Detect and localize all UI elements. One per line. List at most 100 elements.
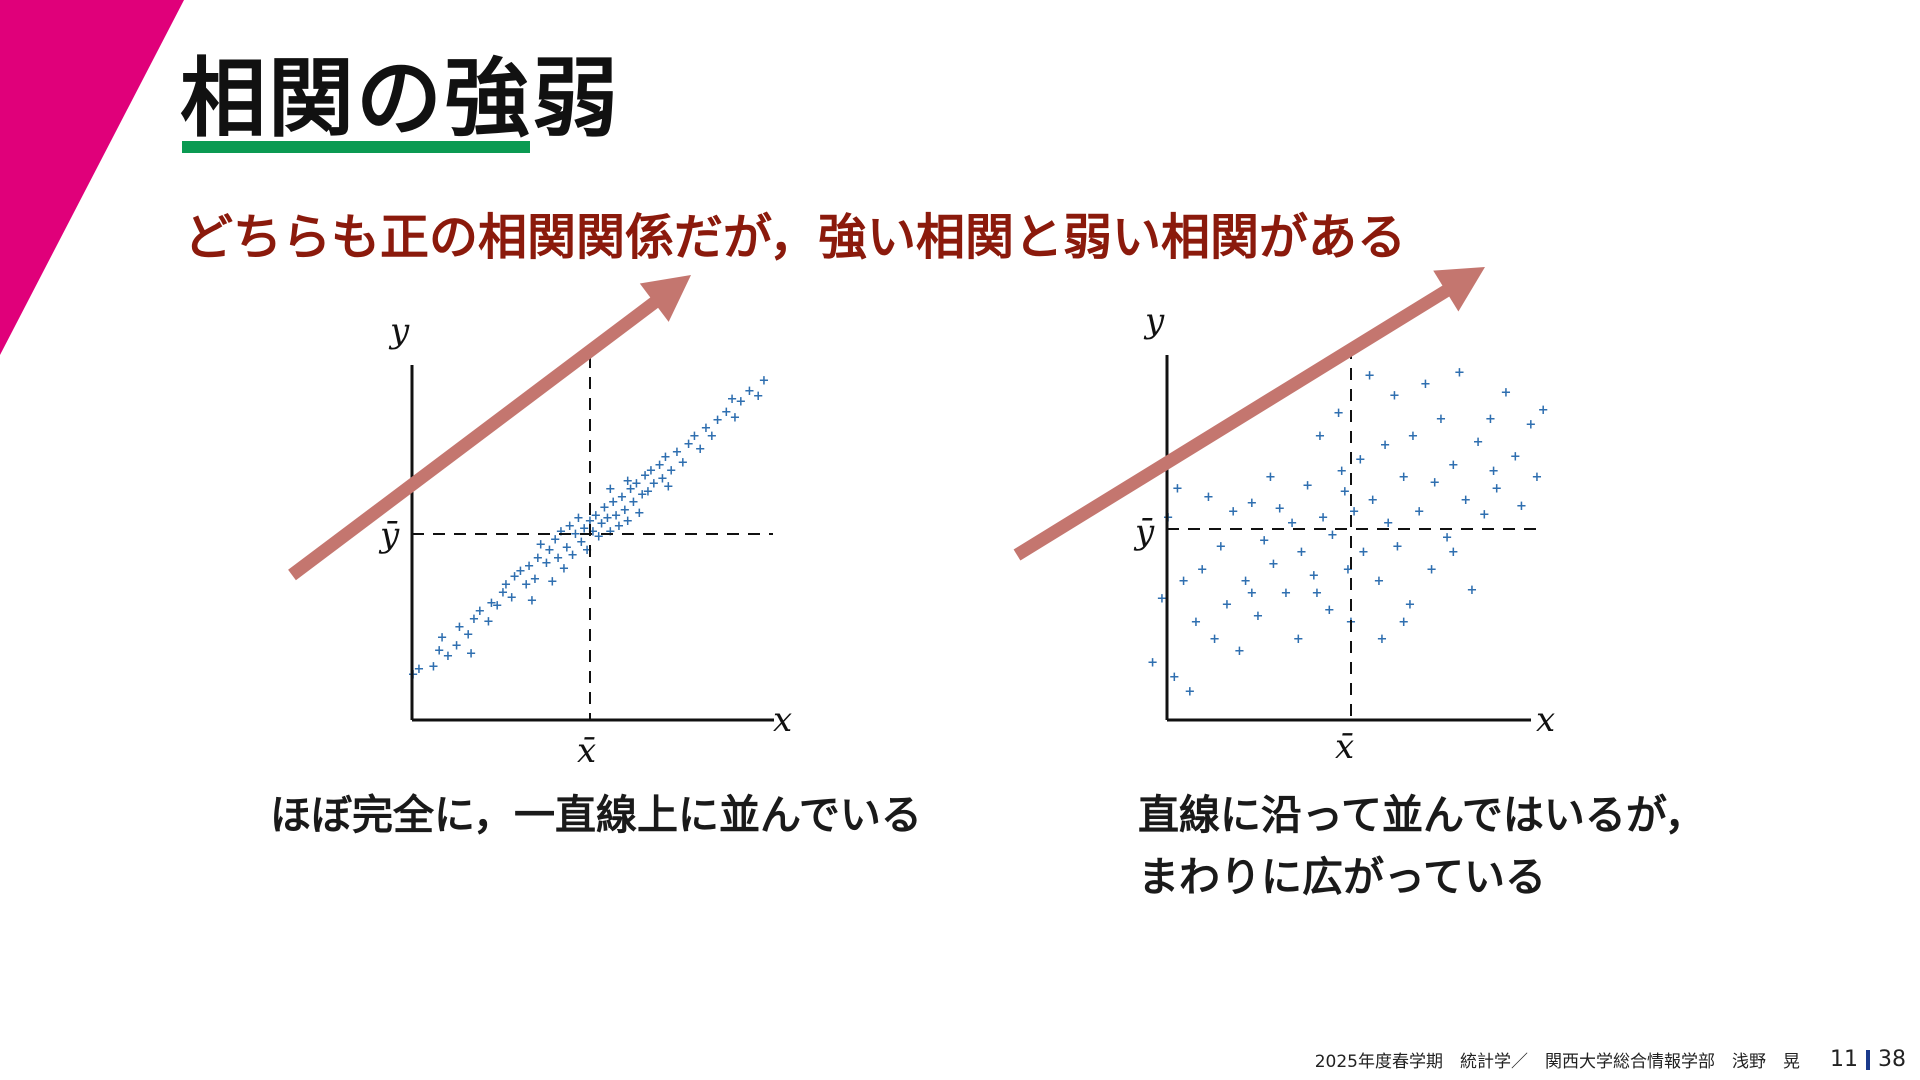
data-point: + [1392,539,1403,554]
data-point: + [605,482,616,497]
point-layer: ++++++++++++++++++++++++++++++++++++++++… [408,373,770,682]
data-point: + [1349,505,1360,520]
data-point: + [689,429,700,444]
data-point: + [1442,531,1453,546]
data-point: + [677,455,688,470]
trend-arrow [288,275,691,581]
caption-line: 直線に沿って並んではいるが， [1138,791,1706,839]
data-point: + [451,638,462,653]
data-point: + [628,495,639,510]
data-point: + [582,543,593,558]
scatter-svg-strong: + +++++++++++++++++++++++++++++++++++++++… [288,275,792,771]
data-point: + [1274,502,1285,517]
page-separator [1866,1049,1870,1070]
data-point: + [428,660,439,675]
data-point: + [614,519,625,534]
data-point: + [593,530,604,545]
data-point: + [596,516,607,531]
data-point: + [1404,597,1415,612]
data-point: + [660,450,671,465]
data-point: + [648,477,659,492]
data-point: + [1373,574,1384,589]
mean-x-label: x̄ [1335,727,1354,767]
data-point: + [1318,510,1329,525]
data-point: + [706,429,717,444]
data-point: + [1383,516,1394,531]
data-point: + [1336,464,1347,479]
data-point: + [527,593,538,608]
caption-line: ほぼ完全に，一直線上に並んでいる [270,791,922,839]
data-point: + [544,543,555,558]
data-point: + [509,569,520,584]
x-axis-label: x [1536,700,1555,740]
caption-strong: ほぼ完全に，一直線上に並んでいる [270,784,922,846]
data-point: + [561,540,572,555]
data-point: + [1191,615,1202,630]
data-point: + [1435,412,1446,427]
data-point: + [1408,429,1419,444]
data-point: + [657,471,668,486]
data-point: + [521,577,532,592]
data-point: + [579,522,590,537]
data-point: + [1293,632,1304,647]
data-point: + [1311,586,1322,601]
mean-y-label: ȳ [1133,512,1155,552]
data-point: + [1355,452,1366,467]
data-point: + [515,564,526,579]
page-total: 38 [1878,1047,1906,1072]
data-point: + [744,384,755,399]
data-point: + [1178,574,1189,589]
trend-arrow-shaft [1013,283,1453,561]
data-point: + [1308,568,1319,583]
caption-weak: 直線に沿って並んではいるが， まわりに広がっている [1138,784,1705,908]
data-point: + [1538,403,1549,418]
y-axis-label: y [388,311,410,351]
x-axis-label: x [773,700,792,740]
data-point: + [730,410,741,425]
data-point: + [643,485,654,500]
data-point: + [599,501,610,516]
data-point: + [587,524,598,539]
data-point: + [498,585,509,600]
data-point: + [535,538,546,553]
data-point: + [654,458,665,473]
data-point: + [1414,505,1425,520]
data-point: + [1358,545,1369,560]
data-point: + [570,527,581,542]
data-point: + [474,604,485,619]
data-point: + [506,591,517,606]
data-point: + [1268,557,1279,572]
data-point: + [1296,545,1307,560]
data-point: + [573,511,584,526]
data-point: + [1429,476,1440,491]
data-point: + [1367,493,1378,508]
data-point: + [529,572,540,587]
corner-decoration [0,0,184,355]
data-point: + [486,596,497,611]
data-point: + [712,413,723,428]
data-point: + [1491,481,1502,496]
data-point: + [611,508,622,523]
data-point: + [590,508,601,523]
footer: 2025年度春学期 統計学／ 関西大学総合情報学部 浅野 晃 11 38 [1315,1047,1906,1072]
data-point: + [1240,574,1251,589]
corner-triangle [0,0,184,355]
data-point: + [550,532,561,547]
data-point: + [1234,644,1245,659]
data-point: + [735,395,746,410]
data-point: + [663,479,674,494]
trend-arrow [1013,267,1485,561]
data-point: + [602,511,613,526]
data-point: + [608,495,619,510]
page-number: 11 [1830,1047,1858,1072]
data-point: + [1147,655,1158,670]
data-point: + [524,559,535,574]
data-point: + [556,524,567,539]
data-point: + [500,577,511,592]
data-point: + [1516,499,1527,514]
data-point: + [622,474,633,489]
trend-arrow-head [1433,267,1485,312]
data-point: + [701,421,712,436]
data-point: + [434,644,445,659]
data-point: + [1485,412,1496,427]
